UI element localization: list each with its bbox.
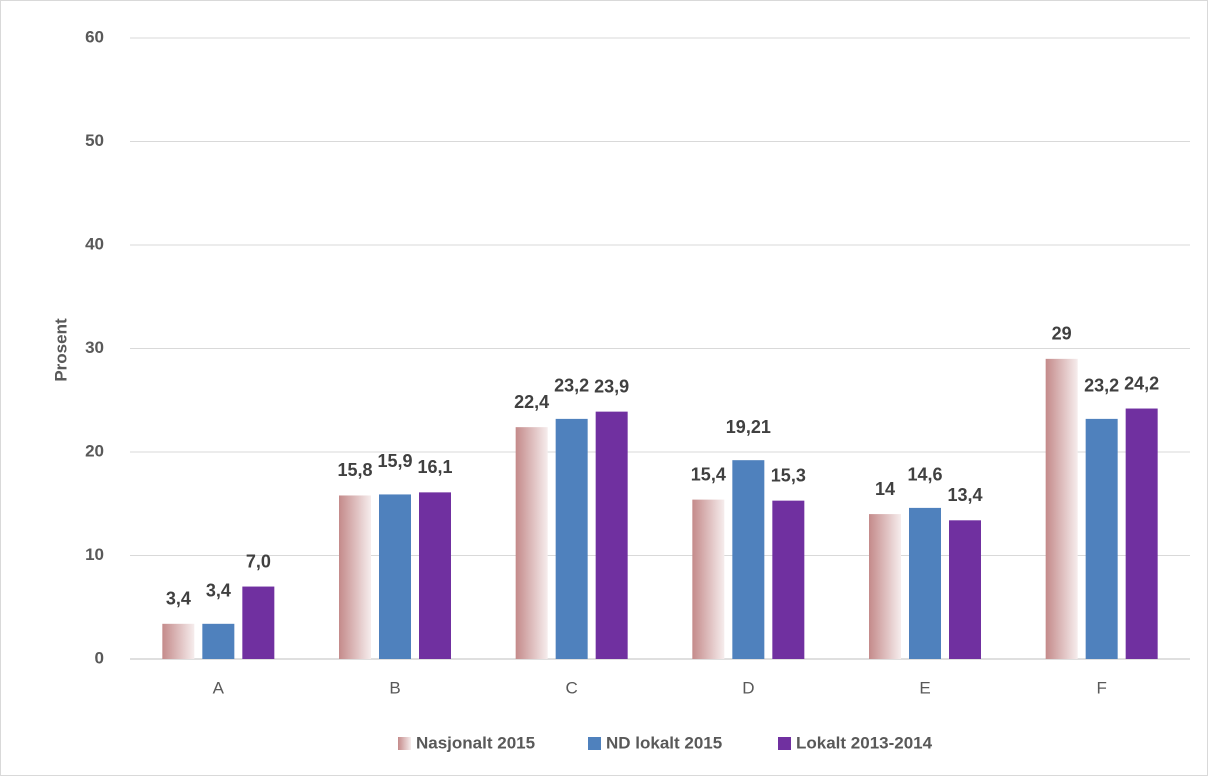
legend-swatch [398,737,411,750]
bar [242,586,275,659]
bar [162,623,195,659]
bar [202,623,235,659]
value-label: 23,2 [1084,376,1119,396]
bar [379,494,411,659]
y-tick-label: 20 [85,441,104,460]
bar [1125,408,1158,659]
value-label: 19,21 [726,417,771,437]
value-label: 13,4 [947,485,982,505]
bar [909,507,941,659]
value-label: 15,9 [377,451,412,471]
y-tick-label: 30 [85,338,104,357]
legend-label: ND lokalt 2015 [606,733,722,752]
bar [772,500,805,659]
value-label: 3,4 [206,581,231,601]
x-tick-label: E [919,678,930,697]
value-label: 16,1 [417,457,452,477]
value-label: 15,8 [337,460,372,480]
legend-label: Nasjonalt 2015 [416,733,535,752]
bar [555,418,588,659]
x-tick-label: F [1096,678,1106,697]
value-label: 23,9 [594,376,629,396]
y-tick-label: 0 [95,648,104,667]
value-label: 15,3 [771,465,806,485]
y-tick-label: 60 [85,27,104,46]
y-tick-label: 10 [85,545,104,564]
value-label: 7,0 [246,551,271,571]
bar [692,499,725,659]
legend-swatch [778,737,791,750]
legend-label: Lokalt 2013-2014 [796,733,933,752]
bar [949,520,981,659]
value-label: 3,4 [166,589,191,609]
value-label: 22,4 [514,392,549,412]
bar [1085,418,1118,659]
bar [339,495,371,659]
value-label: 15,4 [691,464,726,484]
bar [515,427,548,659]
bar [595,411,628,659]
x-tick-label: D [742,678,754,697]
bar [1045,358,1078,659]
value-label: 23,2 [554,376,589,396]
x-tick-label: A [213,678,225,697]
x-tick-label: C [566,678,578,697]
bar [419,492,451,659]
y-tick-label: 50 [85,131,104,150]
y-axis-label: Prosent [51,318,70,382]
bar [732,460,765,659]
value-label: 24,2 [1124,373,1159,393]
value-label: 14 [875,479,895,499]
bar [869,514,901,659]
legend-swatch [588,737,601,750]
y-tick-label: 40 [85,234,104,253]
value-label: 14,6 [907,465,942,485]
x-tick-label: B [389,678,400,697]
value-label: 29 [1052,324,1072,344]
